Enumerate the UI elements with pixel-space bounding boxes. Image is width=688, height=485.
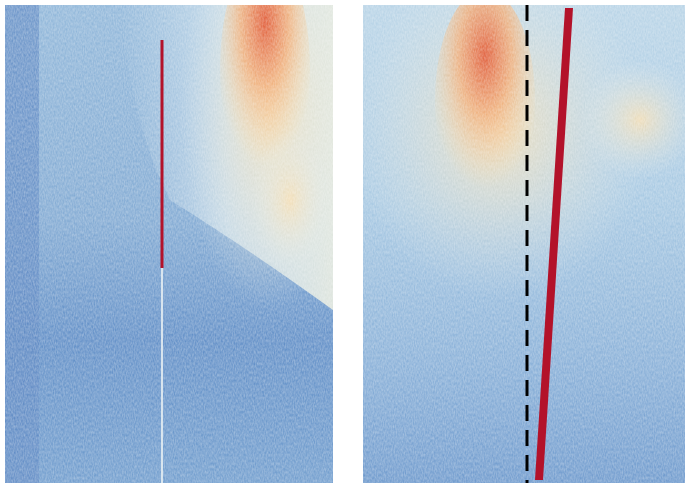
- page: (() => { const data = JSON.parse(documen…: [0, 0, 688, 485]
- left-panel: [5, 0, 360, 483]
- right-panel: [350, 0, 688, 483]
- figure: [0, 0, 688, 485]
